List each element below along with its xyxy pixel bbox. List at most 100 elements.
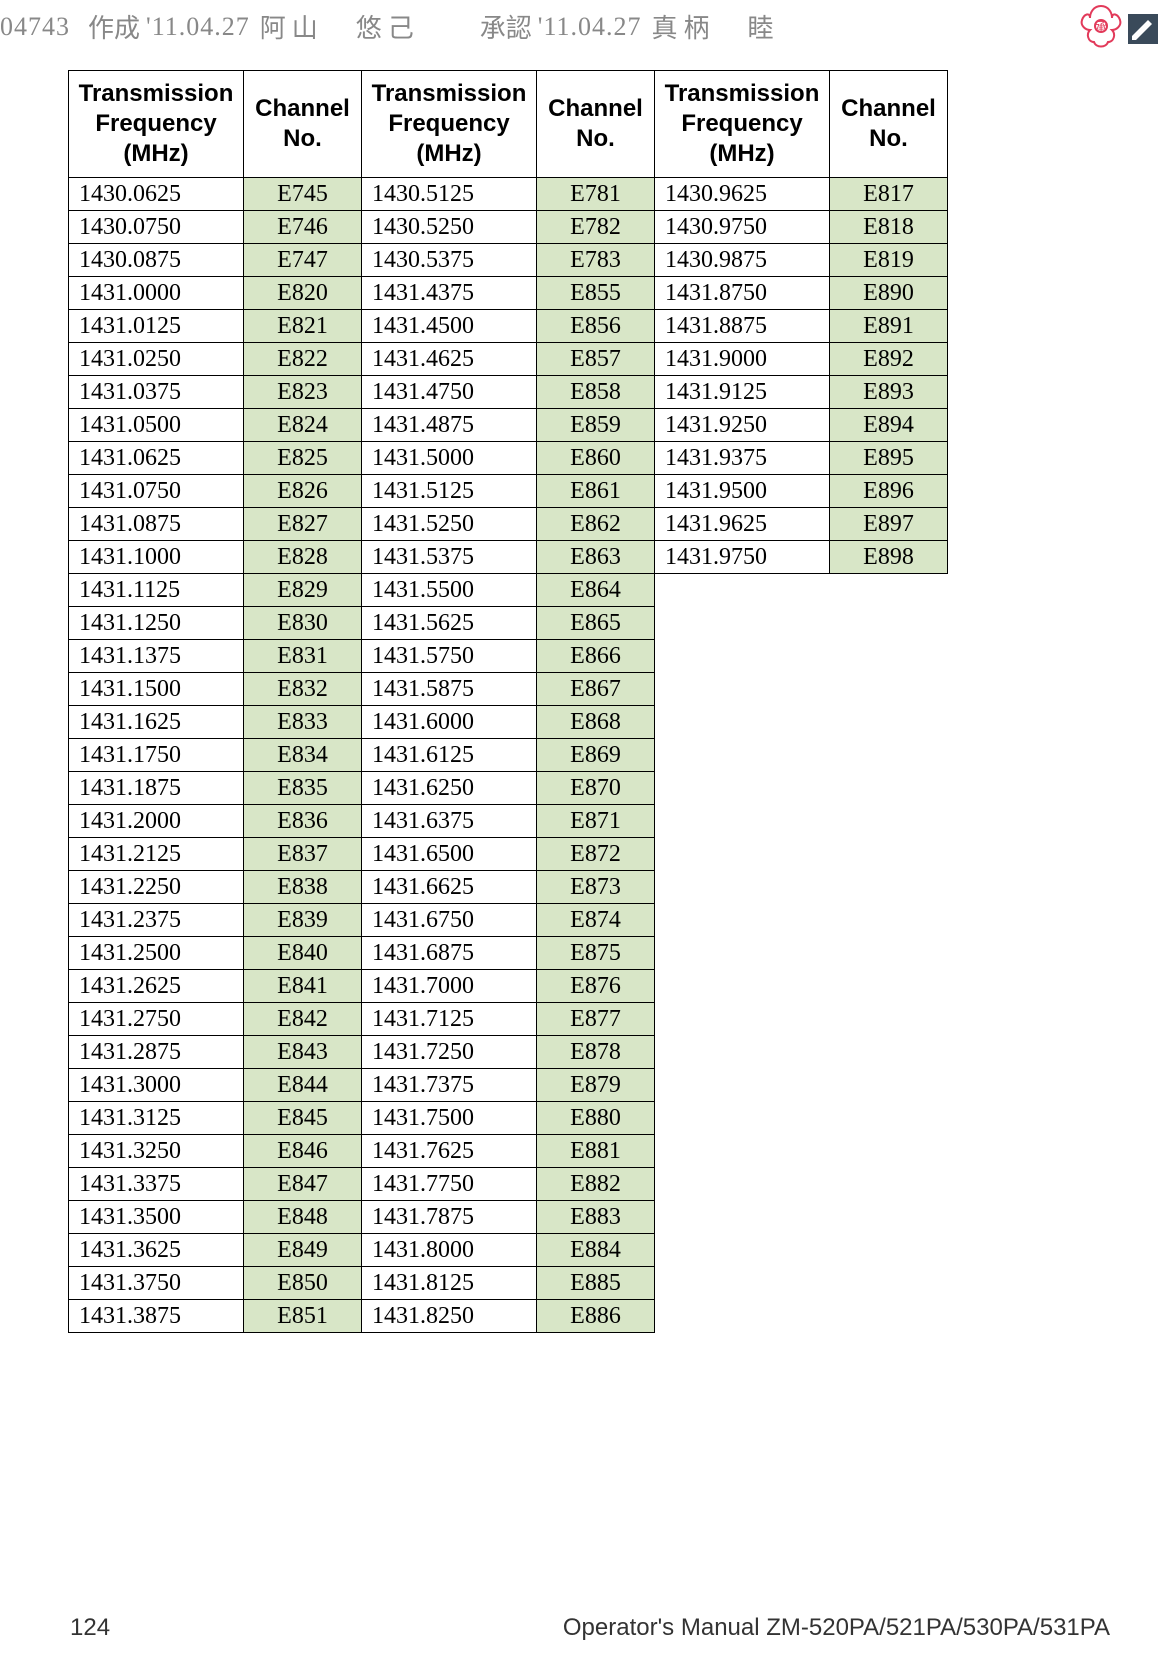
channel-cell: E818 bbox=[830, 211, 948, 244]
channel-cell: E861 bbox=[537, 475, 655, 508]
table-row: 1431.3250E8461431.7625E881 bbox=[69, 1135, 948, 1168]
table-row: 1431.3875E8511431.8250E886 bbox=[69, 1300, 948, 1333]
approved-label: 承認 bbox=[480, 8, 532, 45]
frequency-channel-table: Transmission Frequency (MHz) Channel No.… bbox=[68, 70, 948, 1333]
channel-cell: E874 bbox=[537, 904, 655, 937]
channel-cell: E837 bbox=[244, 838, 362, 871]
frequency-cell: 1431.0000 bbox=[69, 277, 244, 310]
frequency-cell bbox=[655, 772, 830, 805]
edit-pen-icon bbox=[1128, 14, 1158, 44]
frequency-cell: 1431.9750 bbox=[655, 541, 830, 574]
frequency-cell bbox=[655, 904, 830, 937]
channel-cell: E832 bbox=[244, 673, 362, 706]
frequency-cell: 1431.6625 bbox=[362, 871, 537, 904]
channel-cell bbox=[830, 904, 948, 937]
channel-cell: E850 bbox=[244, 1267, 362, 1300]
frequency-cell: 1431.9625 bbox=[655, 508, 830, 541]
table-row: 1431.2375E8391431.6750E874 bbox=[69, 904, 948, 937]
channel-cell: E890 bbox=[830, 277, 948, 310]
frequency-cell: 1430.0625 bbox=[69, 178, 244, 211]
channel-cell bbox=[830, 1168, 948, 1201]
channel-cell bbox=[830, 640, 948, 673]
created-date: '11.04.27 bbox=[146, 12, 250, 42]
channel-cell: E831 bbox=[244, 640, 362, 673]
channel-cell bbox=[830, 1300, 948, 1333]
frequency-cell: 1431.9125 bbox=[655, 376, 830, 409]
frequency-cell: 1431.7500 bbox=[362, 1102, 537, 1135]
col-header-chan-1: Channel No. bbox=[244, 71, 362, 178]
frequency-cell bbox=[655, 1069, 830, 1102]
document-id: 04743 bbox=[0, 12, 70, 42]
table-row: 1431.0375E8231431.4750E8581431.9125E893 bbox=[69, 376, 948, 409]
channel-cell: E856 bbox=[537, 310, 655, 343]
channel-cell: E892 bbox=[830, 343, 948, 376]
document-header: 04743 作成 '11.04.27 阿山 悠己 承認 '11.04.27 真柄… bbox=[0, 8, 1158, 45]
channel-cell: E847 bbox=[244, 1168, 362, 1201]
approval-stamp-icon: 承 bbox=[1074, 2, 1128, 56]
frequency-cell: 1430.5125 bbox=[362, 178, 537, 211]
col-header-chan-2: Channel No. bbox=[537, 71, 655, 178]
frequency-cell: 1431.7000 bbox=[362, 970, 537, 1003]
frequency-cell: 1431.7250 bbox=[362, 1036, 537, 1069]
frequency-cell: 1431.6375 bbox=[362, 805, 537, 838]
channel-cell: E830 bbox=[244, 607, 362, 640]
channel-cell bbox=[830, 706, 948, 739]
frequency-cell: 1431.8875 bbox=[655, 310, 830, 343]
channel-cell: E855 bbox=[537, 277, 655, 310]
table-row: 1431.2125E8371431.6500E872 bbox=[69, 838, 948, 871]
page-footer: 124 Operator's Manual ZM-520PA/521PA/530… bbox=[0, 1614, 1158, 1642]
channel-cell: E782 bbox=[537, 211, 655, 244]
svg-text:承: 承 bbox=[1095, 20, 1107, 34]
channel-cell: E844 bbox=[244, 1069, 362, 1102]
frequency-cell: 1431.1875 bbox=[69, 772, 244, 805]
channel-cell: E840 bbox=[244, 937, 362, 970]
channel-cell bbox=[830, 1267, 948, 1300]
frequency-cell bbox=[655, 673, 830, 706]
channel-cell bbox=[830, 970, 948, 1003]
table-row: 1431.1250E8301431.5625E865 bbox=[69, 607, 948, 640]
channel-cell: E849 bbox=[244, 1234, 362, 1267]
channel-cell: E841 bbox=[244, 970, 362, 1003]
author-name: 阿山 悠己 bbox=[260, 8, 420, 45]
table-row: 1431.2875E8431431.7250E878 bbox=[69, 1036, 948, 1069]
channel-cell: E869 bbox=[537, 739, 655, 772]
frequency-cell bbox=[655, 739, 830, 772]
frequency-cell: 1431.4625 bbox=[362, 343, 537, 376]
frequency-cell bbox=[655, 1201, 830, 1234]
channel-cell bbox=[830, 772, 948, 805]
table-row: 1431.1000E8281431.5375E8631431.9750E898 bbox=[69, 541, 948, 574]
table-row: 1431.3375E8471431.7750E882 bbox=[69, 1168, 948, 1201]
table-row: 1431.0500E8241431.4875E8591431.9250E894 bbox=[69, 409, 948, 442]
channel-cell: E893 bbox=[830, 376, 948, 409]
channel-cell: E781 bbox=[537, 178, 655, 211]
channel-cell: E843 bbox=[244, 1036, 362, 1069]
channel-cell: E747 bbox=[244, 244, 362, 277]
table-row: 1431.2750E8421431.7125E877 bbox=[69, 1003, 948, 1036]
channel-cell: E828 bbox=[244, 541, 362, 574]
channel-cell: E846 bbox=[244, 1135, 362, 1168]
frequency-cell: 1431.3750 bbox=[69, 1267, 244, 1300]
channel-cell: E864 bbox=[537, 574, 655, 607]
channel-cell: E851 bbox=[244, 1300, 362, 1333]
table-row: 1431.1625E8331431.6000E868 bbox=[69, 706, 948, 739]
channel-cell: E839 bbox=[244, 904, 362, 937]
table-row: 1431.0625E8251431.5000E8601431.9375E895 bbox=[69, 442, 948, 475]
channel-cell: E745 bbox=[244, 178, 362, 211]
table-row: 1431.3125E8451431.7500E880 bbox=[69, 1102, 948, 1135]
frequency-cell: 1431.7375 bbox=[362, 1069, 537, 1102]
channel-cell: E817 bbox=[830, 178, 948, 211]
frequency-cell: 1431.1000 bbox=[69, 541, 244, 574]
frequency-cell bbox=[655, 640, 830, 673]
frequency-cell: 1431.1750 bbox=[69, 739, 244, 772]
channel-cell: E871 bbox=[537, 805, 655, 838]
frequency-cell: 1431.1375 bbox=[69, 640, 244, 673]
frequency-cell: 1431.3375 bbox=[69, 1168, 244, 1201]
channel-cell: E862 bbox=[537, 508, 655, 541]
channel-cell: E834 bbox=[244, 739, 362, 772]
channel-cell: E746 bbox=[244, 211, 362, 244]
frequency-cell: 1431.4875 bbox=[362, 409, 537, 442]
frequency-cell bbox=[655, 706, 830, 739]
frequency-cell: 1431.0125 bbox=[69, 310, 244, 343]
channel-cell: E833 bbox=[244, 706, 362, 739]
channel-cell bbox=[830, 1069, 948, 1102]
